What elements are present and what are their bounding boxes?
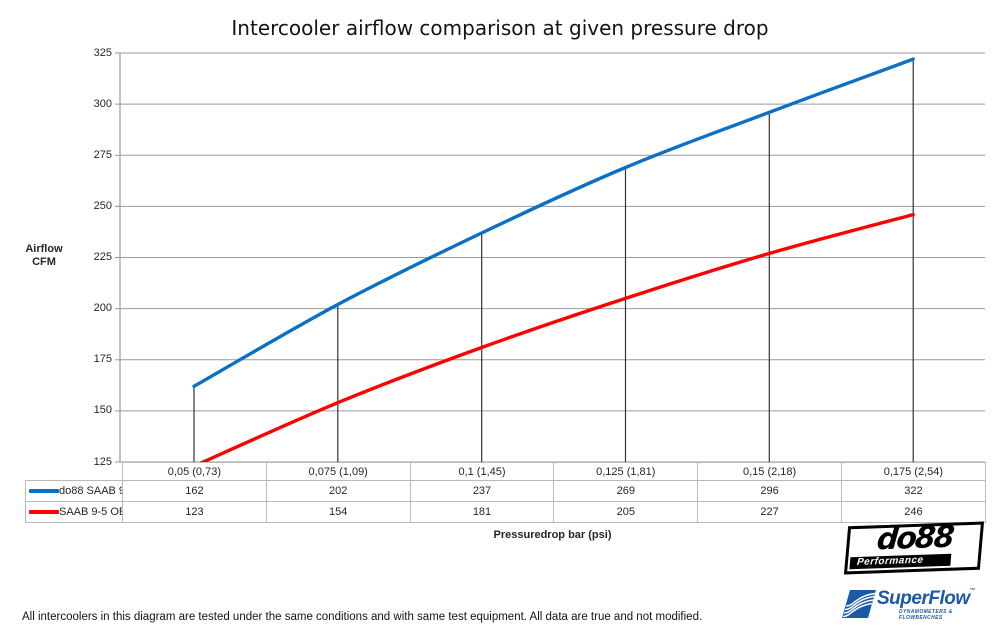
- y-axis-label-line1: Airflow: [25, 243, 63, 255]
- footer-note: All intercoolers in this diagram are tes…: [22, 611, 703, 623]
- y-tick-label: 150: [93, 404, 112, 417]
- value-cell: 181: [409, 501, 555, 523]
- y-tick-label: 225: [93, 251, 112, 263]
- value-cell: 162: [122, 480, 267, 502]
- value-cell: 322: [840, 480, 986, 502]
- value-cell: 154: [265, 501, 411, 523]
- x-axis-label: Pressuredrop bar (psi): [493, 529, 612, 541]
- y-tick-label: 125: [93, 455, 112, 468]
- superflow-tm-mark: ™: [969, 588, 976, 594]
- y-tick-label: 325: [93, 46, 112, 59]
- value-cell: 202: [265, 480, 411, 502]
- legend-cell: do88 SAAB 9-5: [25, 480, 123, 502]
- category-label: 0,1 (1,45): [409, 462, 555, 481]
- value-cell: 246: [840, 501, 986, 523]
- legend-swatch: [29, 510, 59, 514]
- do88-logo: do88 Performance: [843, 519, 985, 575]
- category-label: 0,175 (2,54): [840, 462, 986, 481]
- legend-cell: SAAB 9-5 OEM: [25, 501, 123, 523]
- superflow-logo-text: SuperFlow™: [877, 588, 976, 610]
- data-table: 0,05 (0,73) 0,075 (1,09) 0,1 (1,45) 0,125 (…: [25, 462, 986, 523]
- y-tick-label: 275: [93, 148, 112, 161]
- value-cell: 269: [553, 480, 699, 502]
- value-cell: 296: [697, 480, 842, 502]
- y-axis-label-line2: CFM: [32, 256, 56, 268]
- y-tick-label: 175: [93, 353, 112, 366]
- do88-logo-text: do88: [875, 519, 955, 558]
- value-cell: 123: [122, 501, 267, 523]
- superflow-logo-subtext: DYNAMOMETERS & FLOWBENCHES: [899, 609, 953, 621]
- category-label: 0,125 (1,81): [553, 462, 699, 481]
- table-corner: [26, 463, 123, 481]
- category-label: 0,075 (1,09): [265, 462, 411, 481]
- y-tick-label: 200: [93, 302, 112, 315]
- series-name: do88 SAAB 9-5: [59, 485, 122, 497]
- y-axis-label: Airflow CFM: [14, 243, 74, 269]
- superflow-wordmark: SuperFlow: [877, 588, 970, 609]
- y-tick-label: 300: [93, 97, 112, 110]
- do88-logo-subtext: Performance: [849, 553, 951, 570]
- value-cell: 227: [697, 501, 842, 523]
- chart-title: Intercooler airflow comparison at given …: [231, 16, 769, 40]
- series-name: SAAB 9-5 OEM: [59, 506, 122, 518]
- superflow-logo: SuperFlow™ DYNAMOMETERS & FLOWBENCHES: [842, 587, 992, 623]
- category-label: 0,15 (2,18): [697, 462, 842, 481]
- value-cell: 237: [409, 480, 555, 502]
- superflow-icon: [842, 590, 876, 618]
- value-cell: 205: [553, 501, 699, 523]
- y-tick-label: 250: [93, 199, 112, 212]
- do88-logo-box: do88 Performance: [843, 519, 985, 575]
- plot-area: [115, 52, 985, 463]
- legend-swatch: [29, 489, 59, 493]
- category-label: 0,05 (0,73): [122, 462, 267, 481]
